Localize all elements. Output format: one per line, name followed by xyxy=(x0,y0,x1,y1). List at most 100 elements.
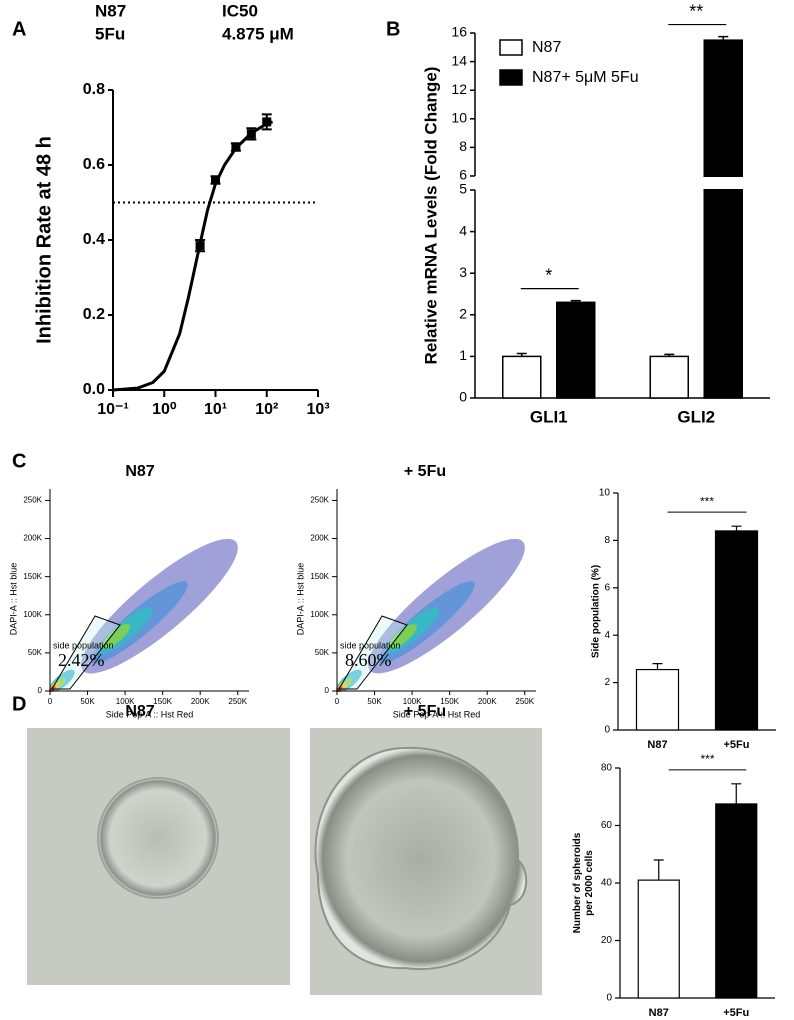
panel-title: + 5Fu xyxy=(404,463,446,480)
x-tick-label: GLI2 xyxy=(677,407,715,426)
panel-letter: A xyxy=(12,18,26,40)
y-tick-label: 40 xyxy=(601,878,613,889)
x-tick-label: 100K xyxy=(403,697,422,706)
panel-title: + 5Fu xyxy=(404,703,446,720)
density-cloud xyxy=(388,624,417,649)
y-tick-label: 150K xyxy=(310,572,329,581)
y-axis-label-line: Number of spheroids xyxy=(572,832,583,933)
y-tick-label: 0 xyxy=(604,725,610,736)
x-tick-label: 200K xyxy=(191,697,210,706)
x-tick-label: GLI1 xyxy=(530,407,568,426)
x-tick-label: N87 xyxy=(647,739,667,751)
y-tick-label: 50K xyxy=(315,648,330,657)
y-tick-label: 0.2 xyxy=(83,306,105,323)
data-point xyxy=(231,142,241,152)
y-tick-label: 20 xyxy=(601,935,613,946)
bar xyxy=(703,39,743,399)
y-tick-label: 100K xyxy=(310,610,329,619)
y-tick-label: 60 xyxy=(601,820,613,831)
x-tick-label: 10² xyxy=(255,401,278,418)
y-tick-label: 0 xyxy=(325,686,330,695)
y-tick-label: 100K xyxy=(23,610,42,619)
y-tick-label: 8 xyxy=(459,138,467,154)
y-tick-label: 200K xyxy=(23,534,42,543)
y-tick-label: 0 xyxy=(606,993,612,1004)
x-tick-label: 10⁻¹ xyxy=(97,401,129,418)
x-tick-label: 250K xyxy=(515,697,534,706)
header-text: N87 xyxy=(95,1,126,20)
y-tick-label: 0.6 xyxy=(83,156,105,173)
x-tick-label: +5Fu xyxy=(724,739,750,751)
header-text: IC50 xyxy=(222,1,258,20)
y-tick-label: 8 xyxy=(604,535,610,546)
y-tick-label: 0 xyxy=(459,389,467,405)
y-tick-label: 0.8 xyxy=(83,81,105,98)
y-tick-label: 10 xyxy=(451,110,467,126)
header-text: 5Fu xyxy=(95,24,125,43)
significance-label: * xyxy=(545,265,552,285)
bar xyxy=(715,803,758,999)
y-axis-label: Relative mRNA Levels (Fold Change) xyxy=(421,67,440,365)
y-tick-label: 0.4 xyxy=(83,231,105,248)
legend-label: N87+ 5μM 5Fu xyxy=(532,69,639,86)
y-tick-label: 150K xyxy=(23,572,42,581)
y-tick-label: 250K xyxy=(310,496,329,505)
x-tick-label: 0 xyxy=(335,697,340,706)
y-tick-label: 4 xyxy=(459,222,467,238)
y-tick-label: 12 xyxy=(451,81,467,97)
x-tick-label: 10³ xyxy=(306,401,329,418)
x-tick-label: 0 xyxy=(48,697,53,706)
y-axis-label: DAPI-A :: Hst blue xyxy=(295,563,305,636)
x-tick-label: N87 xyxy=(649,1007,669,1019)
x-tick-label: 50K xyxy=(367,697,382,706)
panel-title: N87 xyxy=(125,703,154,720)
gate-value: 2.42% xyxy=(58,650,105,670)
density-cloud xyxy=(101,624,130,649)
panel-letter: D xyxy=(12,693,26,715)
y-tick-label: 0 xyxy=(38,686,43,695)
panel-letter: C xyxy=(12,450,26,472)
y-tick-label: 2 xyxy=(459,306,467,322)
data-point xyxy=(246,129,256,139)
gate-value: 8.60% xyxy=(345,650,392,670)
y-axis-label: DAPI-A :: Hst blue xyxy=(8,563,18,636)
panel-letter: B xyxy=(386,18,400,40)
y-tick-label: 250K xyxy=(23,496,42,505)
y-axis-label: Side population (%) xyxy=(591,565,602,658)
y-tick-label: 5 xyxy=(459,181,467,197)
y-axis-label-line: per 2000 cells xyxy=(584,850,595,916)
significance-label: ** xyxy=(689,1,703,21)
x-tick-label: 100K xyxy=(116,697,135,706)
y-tick-label: 6 xyxy=(459,167,467,183)
y-tick-label: 14 xyxy=(451,52,467,68)
y-tick-label: 6 xyxy=(604,582,610,593)
y-tick-label: 4 xyxy=(604,630,610,641)
x-tick-label: +5Fu xyxy=(723,1007,749,1019)
data-point xyxy=(262,117,272,127)
legend-label: N87 xyxy=(532,39,561,56)
data-point xyxy=(195,241,205,251)
error-bar xyxy=(652,663,663,670)
data-point xyxy=(211,175,220,185)
x-tick-label: 250K xyxy=(228,697,247,706)
spheroid xyxy=(314,746,528,971)
error-bar xyxy=(731,525,742,531)
bar xyxy=(556,301,596,399)
bar xyxy=(714,530,759,731)
x-tick-label: 50K xyxy=(80,697,95,706)
y-tick-label: 80 xyxy=(601,763,613,774)
x-tick-label: 200K xyxy=(478,697,497,706)
y-tick-label: 1 xyxy=(459,347,467,363)
y-axis-label: Number of spheroidsper 2000 cells xyxy=(572,832,595,933)
y-tick-label: 50K xyxy=(28,648,43,657)
fit-curve xyxy=(112,120,274,392)
axis-break xyxy=(476,177,771,189)
gate-label: side population xyxy=(53,640,114,650)
y-tick-label: 200K xyxy=(310,534,329,543)
x-axis-label: Side Pop-A :: Hst Red xyxy=(106,709,194,719)
bar xyxy=(649,355,689,399)
gate-label: side population xyxy=(340,640,401,650)
spheroid xyxy=(97,777,219,899)
